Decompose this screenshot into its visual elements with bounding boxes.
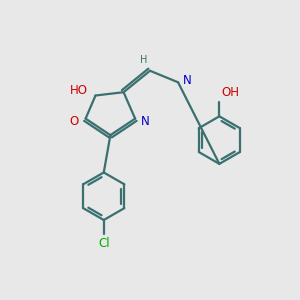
Text: Cl: Cl [98,237,110,250]
Text: H: H [140,55,148,65]
Text: N: N [141,116,150,128]
Text: N: N [183,74,192,87]
Text: OH: OH [221,86,239,99]
Text: HO: HO [70,84,88,97]
Text: O: O [69,116,78,128]
